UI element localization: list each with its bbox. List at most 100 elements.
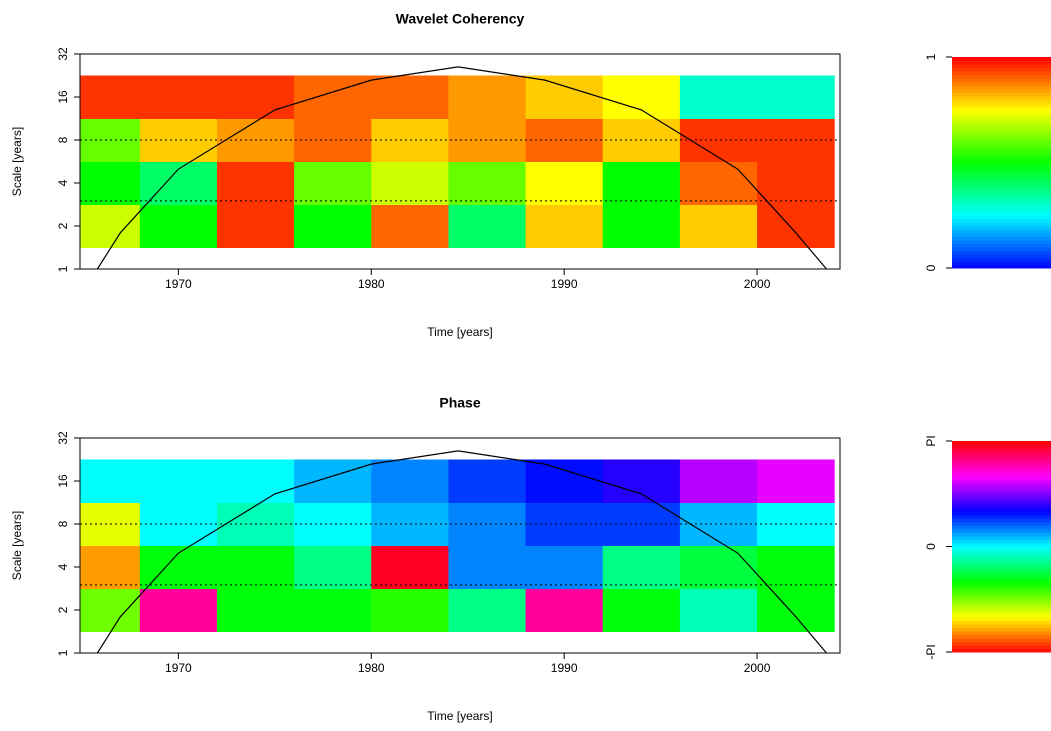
colorbar-step [952,497,1051,502]
colorbar-step [952,465,1051,470]
heatmap-cell [679,588,758,632]
colorbar-step [952,218,1051,223]
colorbar-step [952,441,1051,446]
plot-frame [79,437,841,654]
heatmap-cell [371,588,449,632]
colorbar-step [952,458,1051,463]
colorbar-step [952,560,1051,565]
colorbar-step [952,120,1051,125]
heatmap-cell [294,75,372,119]
colorbar-step [952,134,1051,139]
colorbar-step [952,546,1051,551]
heatmap-cell [216,161,295,205]
colorbar-step [952,130,1051,135]
colorbar-step [952,514,1051,519]
colorbar-tick-label: -PI [924,644,938,659]
colorbar-step [952,236,1051,241]
colorbar-step [952,187,1051,192]
colorbar-step [952,483,1051,488]
colorbar-step [952,469,1051,474]
colorbar-step [952,162,1051,167]
colorbar-step [952,127,1051,132]
heatmap-cell [757,75,835,119]
heatmap-cell [371,75,449,119]
colorbar-step [952,232,1051,237]
heatmap-cell [679,204,758,248]
colorbar-step [952,71,1051,76]
colorbar-step [952,564,1051,569]
x-tick-label: 2000 [744,277,771,291]
colorbar-step [952,448,1051,453]
colorbar-step [952,141,1051,146]
x-tick-label: 1990 [551,277,578,291]
heatmap-cell [757,204,835,248]
y-tick-label: 8 [56,520,70,527]
colorbar-step [952,250,1051,255]
chart-title: Phase [439,395,480,411]
colorbar-step [952,444,1051,449]
heatmap-cell [525,545,604,589]
heatmap-cell [371,204,449,248]
heatmap-cell [139,118,218,162]
colorbar-step [952,479,1051,484]
colorbar-step [952,57,1051,62]
y-tick-label: 2 [56,222,70,229]
heatmap-cell [602,161,681,205]
cone-of-influence [96,450,827,653]
colorbar-step [952,74,1051,79]
colorbar-step [952,113,1051,118]
heatmap-cell [679,75,758,119]
x-tick-label: 1980 [358,277,385,291]
heatmap-cell [294,588,372,632]
colorbar-step [952,109,1051,114]
colorbar-step [952,85,1051,90]
colorbar-step [952,634,1051,639]
colorbar-step [952,64,1051,69]
colorbar-step [952,511,1051,516]
colorbar-step [952,102,1051,107]
y-tick-label: 1 [56,265,70,272]
colorbar-step [952,88,1051,93]
heatmap-cell [371,545,449,589]
colorbar-step [952,201,1051,206]
colorbar-step [952,462,1051,467]
colorbar-step [952,602,1051,607]
colorbar-step [952,148,1051,153]
colorbar-step [952,567,1051,572]
heatmap-cell [216,75,295,119]
x-axis-label: Time [years] [427,325,493,339]
heatmap-cell [448,459,527,503]
heatmap-cell [139,75,218,119]
colorbar-step [952,95,1051,100]
y-tick-label: 16 [56,90,70,104]
y-axis-label: Scale [years] [10,127,24,196]
colorbar-step [952,472,1051,477]
heatmap-cell [80,459,141,503]
colorbar-step [952,493,1051,498]
y-axis-label: Scale [years] [10,511,24,580]
x-tick-label: 1970 [165,661,192,675]
colorbar-tick-label: PI [924,435,938,446]
colorbar-step [952,208,1051,213]
heatmap-cell [80,204,141,248]
colorbar-step [952,215,1051,220]
colorbar-step [952,521,1051,526]
y-tick-label: 32 [56,431,70,445]
colorbar-step [952,455,1051,460]
colorbar-step [952,535,1051,540]
colorbar-step [952,211,1051,216]
colorbar-step [952,609,1051,614]
colorbar-step [952,123,1051,128]
colorbar-step [952,557,1051,562]
heatmap-cell [602,75,681,119]
colorbar-step [952,588,1051,593]
colorbar-step [952,169,1051,174]
colorbar-step [952,257,1051,262]
colorbar-step [952,246,1051,251]
heatmap-cell [602,588,681,632]
chart-title: Wavelet Coherency [396,11,525,27]
heatmap-cell [525,75,604,119]
colorbar-step [952,225,1051,230]
colorbar-step [952,451,1051,456]
